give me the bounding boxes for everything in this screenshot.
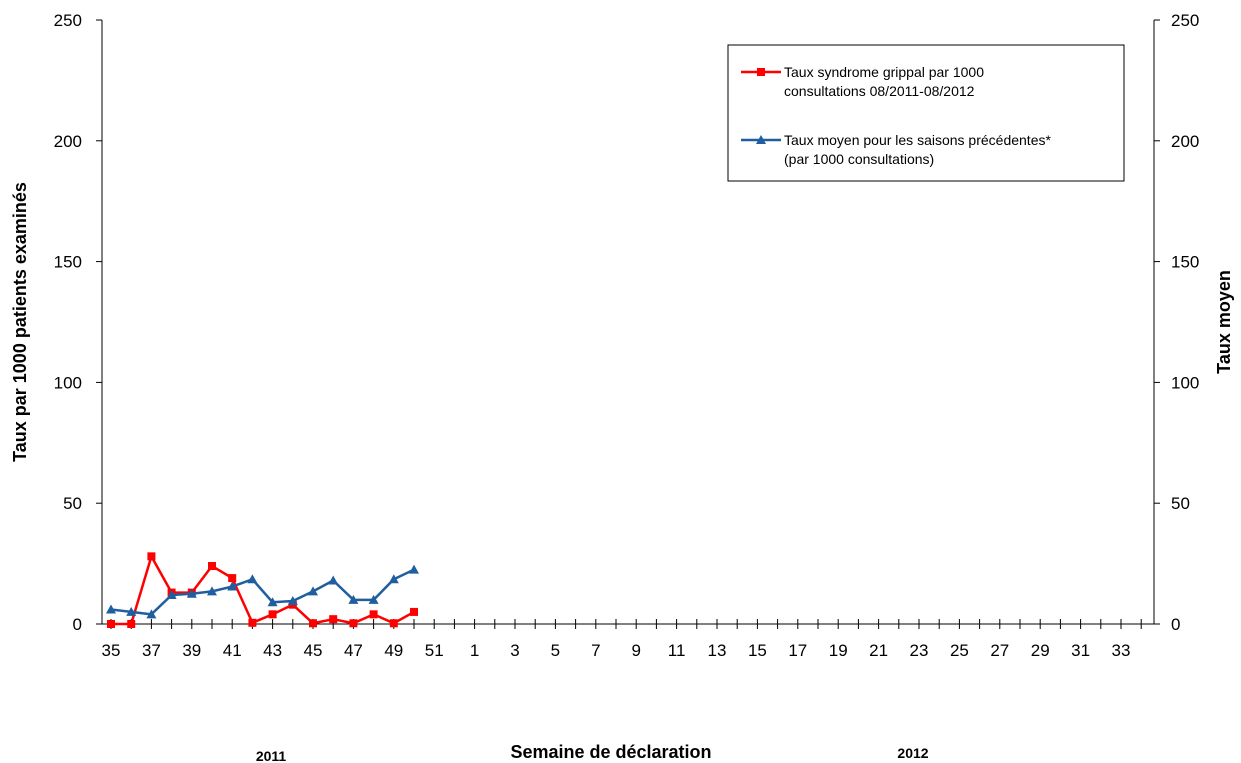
x-tick-label: 27 [990,641,1009,660]
series-2-point [126,606,137,616]
x-tick-label: 3 [510,641,519,660]
x-tick-label: 13 [708,641,727,660]
x-tick-label: 15 [748,641,767,660]
x-tick-label: 47 [344,641,363,660]
x-tick-label: 25 [950,641,969,660]
x-tick-label: 29 [1031,641,1050,660]
series-1-point [208,562,216,571]
series-2-point [186,588,197,598]
series-2-point [328,575,339,585]
legend-label-series-1-line-1: Taux syndrome grippal par 1000 [784,64,984,80]
legend-label-series-1-line-2: consultations 08/2011-08/2012 [784,83,975,99]
series-layer [106,552,419,628]
year-label-2012: 2012 [897,745,928,761]
y-tick-label-left: 250 [54,11,82,30]
x-tick-label: 19 [829,641,848,660]
x-tick-label: 21 [869,641,888,660]
series-2-point [287,596,298,606]
x-tick-label: 49 [384,641,403,660]
series-2-point [247,574,258,584]
x-tick-label: 31 [1071,641,1090,660]
legend: Taux syndrome grippal par 1000 consultat… [727,44,1125,182]
x-tick-label: 37 [142,641,161,660]
x-tick-label: 35 [102,641,121,660]
x-tick-label: 33 [1112,641,1131,660]
axes [101,20,1155,625]
y-tick-label-right: 150 [1171,253,1199,272]
series-2-point [348,594,359,604]
legend-label-series-2-line-2: (par 1000 consultations) [784,151,934,167]
series-1-point [349,619,358,628]
series-2-point [388,574,399,584]
y-tick-label-left: 50 [63,494,82,513]
x-tick-label: 17 [788,641,807,660]
series-1-line [111,555,415,626]
y-tick-label-right: 250 [1171,11,1199,30]
legend-marker-series-1 [757,68,765,76]
series-1-point [248,618,257,627]
y-tick-label-right: 0 [1171,615,1180,634]
x-tick-label: 43 [263,641,282,660]
series-2-point [267,597,278,607]
x-tick-label: 45 [304,641,323,660]
y-tick-label-left: 150 [54,253,82,272]
series-1-point [228,574,237,583]
y-tick-label-left: 200 [54,132,82,151]
series-1-point [389,619,398,628]
series-1-point [410,607,418,616]
x-tick-label: 7 [591,641,600,660]
x-tick-label: 5 [551,641,560,660]
x-tick-label: 11 [668,641,686,660]
y-tick-label-left: 100 [54,373,82,392]
legend-marker-series-2 [756,135,766,144]
x-tick-label: 9 [631,641,640,660]
series-2-point [409,564,419,574]
y-ticks-left: 0 50 100 150 200 250 [54,11,102,634]
x-tick-label: 1 [470,641,479,660]
series-2-point [106,604,116,614]
y-ticks-right: 0 50 100 150 200 250 [1154,11,1199,634]
series-2-point [368,594,379,604]
series-1-point [107,620,115,628]
series-2-line [110,568,415,616]
x-tick-label: 23 [910,641,929,660]
legend-label-series-2-line-1: Taux moyen pour les saisons précédentes* [784,132,1051,148]
x-ticks: 35 37 39 41 43 45 47 49 51 1 3 5 7 9 11 13 15 17 19 21 23 25 2… [102,619,1142,660]
y-axis-title-left: Taux par 1000 patients examinés [10,182,30,462]
series-1-point [127,620,136,628]
series-1-point [147,552,156,561]
series-2-point [227,581,238,591]
y-tick-label-left: 0 [73,615,82,634]
series-2-point [207,586,217,596]
year-label-2011: 2011 [256,748,287,763]
y-tick-label-right: 200 [1171,132,1199,151]
series-1-point [309,619,317,628]
series-2-point [166,590,177,600]
y-tick-label-right: 50 [1171,494,1190,513]
series-1-point [369,610,378,619]
series-1-point [268,610,277,619]
legend-box [727,44,1125,182]
series-1-point [329,615,338,624]
y-axis-title-right: Taux moyen [1214,270,1234,374]
x-tick-label: 39 [182,641,201,660]
series-2-point [308,586,318,596]
y-tick-label-right: 100 [1171,373,1199,392]
x-tick-label: 41 [223,641,242,660]
x-axis-title: Semaine de déclaration [510,742,711,762]
series-2-point [146,609,157,619]
x-tick-label: 51 [425,641,444,660]
